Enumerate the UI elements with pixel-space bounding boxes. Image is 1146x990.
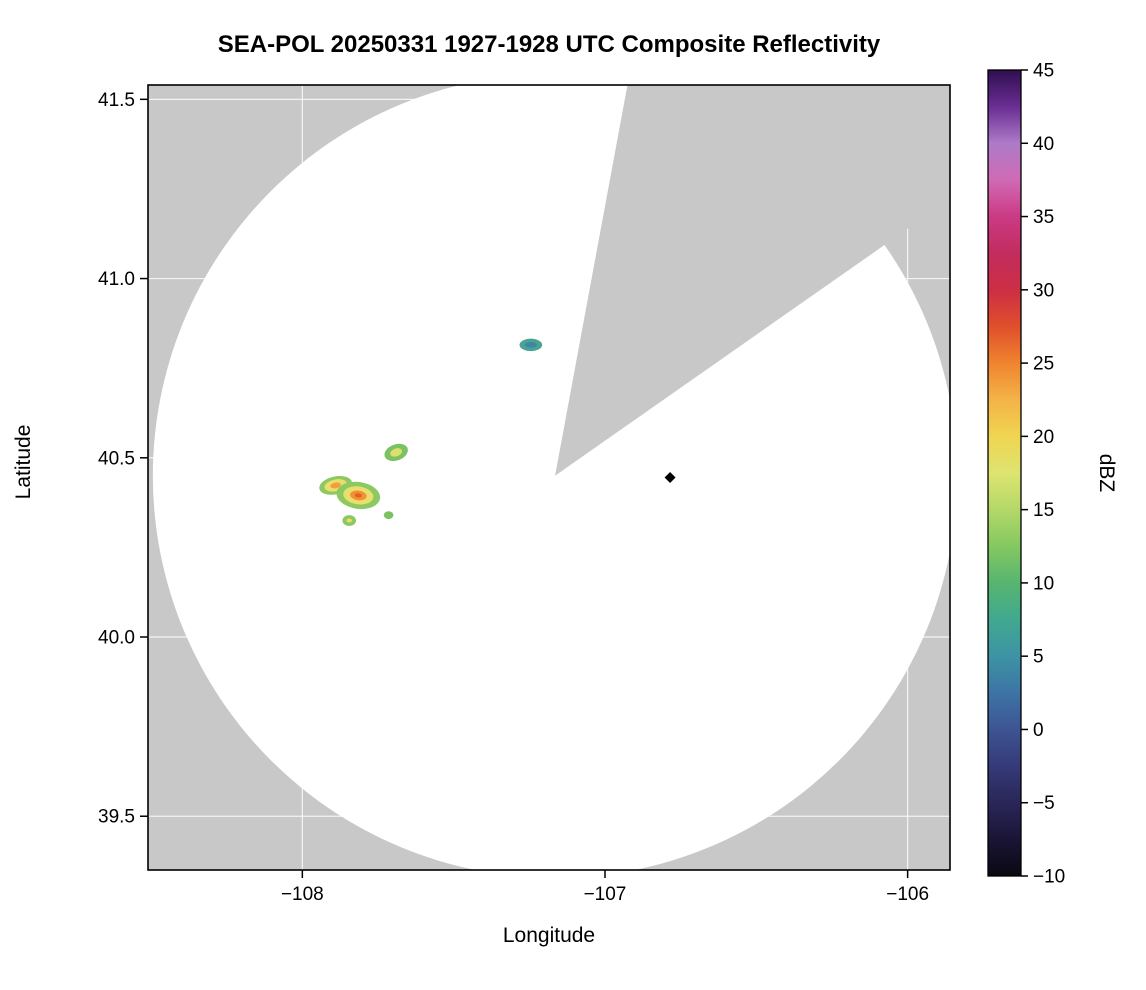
echo-layer <box>346 518 352 523</box>
echo-layer <box>383 511 394 520</box>
colorbar-tick-label: 20 <box>1033 427 1054 448</box>
y-tick-label: 41.5 <box>98 90 135 111</box>
y-tick-label: 41.0 <box>98 269 135 290</box>
x-tick-label: −106 <box>886 884 929 905</box>
colorbar-ticks: 45 40 35 30 25 20 15 10 5 0 −5 −10 <box>1021 61 1065 888</box>
colorbar-tick-label: −10 <box>1033 867 1065 888</box>
colorbar-tick-label: 0 <box>1033 720 1044 741</box>
colorbar-tick-label: −5 <box>1033 793 1055 814</box>
colorbar-tick-label: 35 <box>1033 207 1054 228</box>
echo-layer <box>330 482 341 489</box>
y-axis-label: Latitude <box>12 425 35 500</box>
y-tick-label: 40.5 <box>98 448 135 469</box>
y-tick-label: 40.0 <box>98 628 135 649</box>
x-tick-label: −107 <box>584 884 627 905</box>
x-axis-label: Longitude <box>503 924 595 947</box>
echo-layer <box>390 448 403 457</box>
echo-cluster-se-dot <box>383 511 394 520</box>
plot-border <box>147 84 951 871</box>
colorbar-tick-label: 25 <box>1033 354 1054 375</box>
echo-layer <box>354 493 362 498</box>
colorbar-tick-label: 45 <box>1033 61 1054 82</box>
point-marker-diamond <box>664 472 676 483</box>
echo-layer <box>524 342 537 348</box>
colorbar-tick-label: 10 <box>1033 573 1054 594</box>
colorbar-tick-label: 5 <box>1033 647 1044 668</box>
chart-title: SEA-POL 20250331 1927-1928 UTC Composite… <box>218 31 881 58</box>
echo-cell-north <box>519 338 543 352</box>
y-tick-label: 39.5 <box>98 807 135 828</box>
axis-ticks: −108 −107 −106 39.5 40.0 40.5 41.0 41.5 <box>98 90 929 905</box>
echo-cluster-south-dot <box>342 515 357 526</box>
colorbar-tick-label: 40 <box>1033 134 1054 155</box>
x-tick-label: −108 <box>281 884 324 905</box>
echo-cell-east-of-cluster <box>384 443 408 462</box>
colorbar-tick-label: 15 <box>1033 500 1054 521</box>
radar-coverage-layer <box>152 85 950 870</box>
blocked-sector-wedge <box>555 85 950 476</box>
colorbar-gradient <box>987 69 1022 877</box>
colorbar-tick-label: 30 <box>1033 280 1054 301</box>
colorbar-label: dBZ <box>1095 454 1118 493</box>
echo-cluster-main <box>336 481 381 510</box>
colorbar: 45 40 35 30 25 20 15 10 5 0 −5 −10 dBZ <box>987 61 1118 888</box>
